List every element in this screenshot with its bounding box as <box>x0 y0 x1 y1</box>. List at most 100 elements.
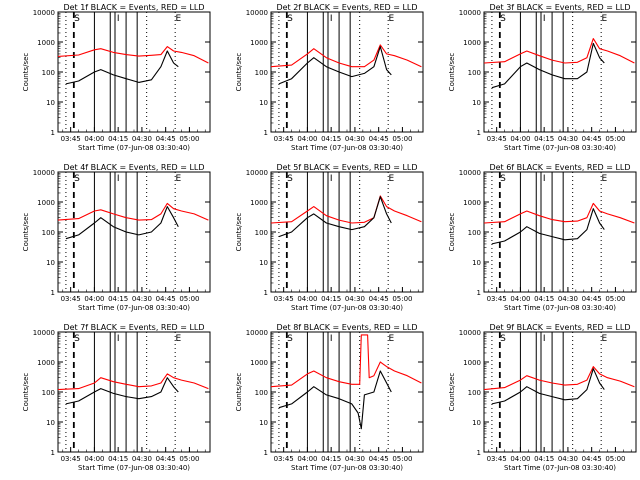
x-tick-label: 04:15 <box>534 135 554 143</box>
events-series-line <box>65 206 179 240</box>
marker-label: S <box>287 334 293 344</box>
x-tick-label: 03:45 <box>274 295 294 303</box>
y-tick-label: 1000 <box>463 359 481 367</box>
panel-title: Det 2f BLACK = Events, RED = LLD <box>276 3 417 12</box>
y-tick-label: 1000 <box>37 39 55 47</box>
marker-label: E <box>601 174 607 184</box>
events-series-line <box>278 46 392 85</box>
y-tick-label: 1 <box>477 449 481 457</box>
y-tick-label: 100 <box>468 389 481 397</box>
y-tick-label: 1000 <box>250 199 268 207</box>
panel-title: Det 8f BLACK = Events, RED = LLD <box>276 323 417 332</box>
y-tick-label: 10000 <box>459 9 481 17</box>
y-tick-label: 1000 <box>37 199 55 207</box>
y-tick-label: 100 <box>42 389 55 397</box>
x-tick-label: 04:30 <box>132 295 152 303</box>
y-tick-label: 1 <box>477 129 481 137</box>
y-tick-label: 10000 <box>459 329 481 337</box>
x-tick-label: 04:45 <box>369 295 389 303</box>
x-tick-label: 04:00 <box>297 455 317 463</box>
x-tick-label: 04:30 <box>345 295 365 303</box>
y-tick-label: 10 <box>259 259 268 267</box>
x-tick-label: 05:00 <box>605 455 625 463</box>
x-tick-label: 04:45 <box>156 295 176 303</box>
y-tick-label: 10 <box>46 259 55 267</box>
plot-frame <box>483 171 637 293</box>
events-series-line <box>65 50 179 85</box>
x-tick-label: 03:45 <box>61 135 81 143</box>
x-tick-label: 05:00 <box>605 135 625 143</box>
x-axis-label: Start Time (07-Jun-08 03:30:40) <box>78 144 190 152</box>
x-tick-label: 03:45 <box>487 135 507 143</box>
x-tick-label: 04:15 <box>108 455 128 463</box>
x-tick-label: 03:45 <box>61 295 81 303</box>
y-tick-label: 1000 <box>250 359 268 367</box>
y-tick-label: 1 <box>264 129 268 137</box>
x-tick-label: 03:45 <box>487 455 507 463</box>
x-tick-label: 04:00 <box>510 455 530 463</box>
x-tick-label: 04:15 <box>321 135 341 143</box>
marker-label: E <box>388 174 394 184</box>
x-tick-label: 04:15 <box>108 135 128 143</box>
x-axis-label: Start Time (07-Jun-08 03:30:40) <box>78 304 190 312</box>
events-series-line <box>491 368 605 405</box>
lld-series-line <box>483 38 635 64</box>
x-tick-label: 04:15 <box>534 295 554 303</box>
lld-series-line <box>270 334 422 388</box>
y-tick-label: 1000 <box>463 39 481 47</box>
panel-det-3: Det 3f BLACK = Events, RED = LLD 1 10 100 10… <box>448 3 637 152</box>
marker-label: S <box>74 14 80 24</box>
x-tick-label: 03:45 <box>487 295 507 303</box>
y-tick-label: 100 <box>255 69 268 77</box>
y-axis-label: Counts/sec <box>235 373 243 412</box>
x-axis-label: Start Time (07-Jun-08 03:30:40) <box>291 304 403 312</box>
marker-label: I <box>117 334 120 344</box>
y-tick-label: 100 <box>255 389 268 397</box>
marker-label: E <box>175 14 181 24</box>
marker-label: I <box>543 174 546 184</box>
y-tick-label: 1 <box>51 449 55 457</box>
x-tick-label: 04:30 <box>558 295 578 303</box>
x-tick-label: 05:00 <box>392 455 412 463</box>
x-tick-label: 04:15 <box>321 455 341 463</box>
x-tick-label: 05:00 <box>179 295 199 303</box>
marker-label: S <box>287 14 293 24</box>
x-tick-label: 04:45 <box>156 455 176 463</box>
y-tick-label: 1000 <box>463 199 481 207</box>
y-tick-label: 10000 <box>246 9 268 17</box>
x-tick-label: 05:00 <box>392 295 412 303</box>
y-tick-label: 10 <box>259 419 268 427</box>
y-tick-label: 10000 <box>33 9 55 17</box>
marker-label: E <box>388 14 394 24</box>
y-tick-label: 10 <box>46 419 55 427</box>
x-tick-label: 04:00 <box>510 295 530 303</box>
y-tick-label: 10 <box>259 99 268 107</box>
x-tick-label: 04:15 <box>534 455 554 463</box>
marker-label: I <box>117 14 120 24</box>
panel-det-8: Det 8f BLACK = Events, RED = LLD 1 10 100 10… <box>235 323 424 472</box>
y-tick-label: 10 <box>472 99 481 107</box>
panel-title: Det 1f BLACK = Events, RED = LLD <box>63 3 204 12</box>
y-tick-label: 1 <box>264 289 268 297</box>
marker-label: I <box>330 174 333 184</box>
x-tick-label: 04:30 <box>558 455 578 463</box>
lld-series-line <box>57 46 209 64</box>
marker-label: S <box>74 174 80 184</box>
marker-label: S <box>287 174 293 184</box>
x-tick-label: 03:45 <box>274 455 294 463</box>
marker-label: I <box>543 14 546 24</box>
x-tick-label: 04:45 <box>369 455 389 463</box>
plot-frame <box>270 171 424 293</box>
plot-frame <box>57 11 211 133</box>
y-axis-label: Counts/sec <box>22 373 30 412</box>
marker-label: I <box>117 174 120 184</box>
x-tick-label: 04:30 <box>132 455 152 463</box>
y-tick-label: 10 <box>472 419 481 427</box>
x-tick-label: 03:45 <box>274 135 294 143</box>
marker-label: E <box>601 334 607 344</box>
y-tick-label: 10000 <box>246 169 268 177</box>
lld-series-line <box>270 195 422 224</box>
marker-label: S <box>500 14 506 24</box>
x-tick-label: 03:45 <box>61 455 81 463</box>
y-axis-label: Counts/sec <box>448 373 456 412</box>
